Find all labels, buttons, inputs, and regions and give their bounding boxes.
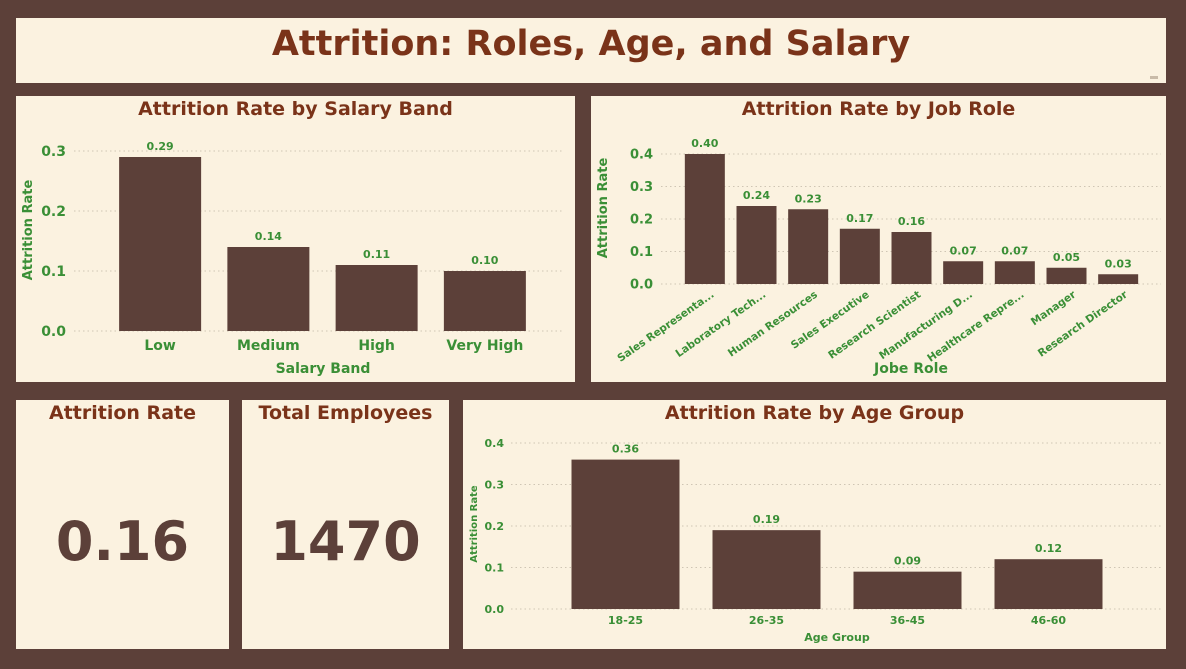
- x-tick-label: Manufacturing D...: [877, 289, 975, 362]
- x-tick-label: Laboratory Tech...: [673, 289, 768, 360]
- dashboard-title: Attrition: Roles, Age, and Salary: [271, 24, 911, 64]
- data-label: 0.03: [1105, 257, 1132, 270]
- y-tick-label: 0.3: [41, 144, 66, 160]
- salary-band-chart-panel: Attrition Rate by Salary Band 0.0 0.1 0.2 0…: [16, 96, 575, 382]
- x-tick-label: Manager: [1029, 288, 1079, 328]
- y-axis-title: Attrition Rate: [469, 485, 480, 563]
- x-tick-label: Research Director: [1036, 288, 1131, 359]
- job-role-chart: 0.0 0.1 0.2 0.3 0.4 0.40 Sales Representa... 0.…: [596, 137, 1161, 377]
- data-label: 0.24: [743, 189, 770, 202]
- kpi-label: Total Employees: [258, 402, 433, 424]
- y-tick-label: 0.2: [41, 204, 66, 220]
- data-label: 0.19: [753, 513, 780, 526]
- bar: [943, 261, 984, 284]
- data-label: 0.07: [950, 244, 977, 257]
- x-tick-label: Healthcare Repre...: [925, 289, 1026, 365]
- chart-title: Attrition Rate by Salary Band: [138, 98, 453, 120]
- bar: [571, 459, 680, 609]
- x-tick-label: Very High: [446, 338, 523, 354]
- data-label: 0.23: [795, 192, 822, 205]
- bar: [227, 247, 310, 331]
- y-tick-label: 0.2: [485, 520, 505, 533]
- x-tick-label: 36-45: [890, 614, 925, 627]
- y-tick-label: 0.4: [630, 148, 653, 163]
- x-tick-label: Human Resources: [726, 289, 820, 360]
- kpi-value: 1470: [270, 510, 421, 573]
- bar: [712, 530, 821, 609]
- bar: [335, 265, 418, 331]
- x-tick-label: 46-60: [1031, 614, 1067, 627]
- bar: [994, 261, 1035, 284]
- y-tick-label: 0.0: [41, 324, 66, 340]
- data-label: 0.09: [894, 555, 921, 568]
- y-tick-label: 0.1: [41, 264, 66, 280]
- bar: [119, 157, 202, 331]
- age-group-chart-panel: Attrition Rate by Age Group 0.0 0.1 0.2 0.3…: [463, 400, 1166, 649]
- data-label: 0.36: [612, 443, 639, 456]
- bar: [853, 571, 962, 609]
- y-tick-label: 0.0: [630, 278, 653, 293]
- y-tick-label: 0.0: [485, 603, 505, 616]
- data-label: 0.10: [471, 254, 498, 267]
- y-tick-label: 0.3: [630, 180, 653, 195]
- data-label: 0.12: [1035, 542, 1062, 555]
- bar: [1046, 267, 1087, 284]
- x-tick-label: Research Scientist: [826, 289, 923, 362]
- y-tick-label: 0.4: [485, 437, 505, 450]
- salary-band-chart: 0.0 0.1 0.2 0.3 0.29 Low 0.14 Medium 0.11 High 0.1…: [21, 140, 564, 377]
- title-panel: Attrition: Roles, Age, and Salary: [16, 18, 1166, 83]
- y-axis-title: Attrition Rate: [21, 180, 36, 281]
- data-label: 0.16: [898, 215, 925, 228]
- kpi-label: Attrition Rate: [49, 402, 196, 424]
- x-axis-title: Jobe Role: [873, 361, 948, 377]
- bar: [736, 206, 777, 284]
- y-axis-title: Attrition Rate: [596, 158, 611, 259]
- x-tick-label: High: [358, 338, 395, 354]
- x-tick-label: Low: [144, 338, 176, 354]
- bar: [443, 271, 526, 331]
- data-label: 0.40: [691, 137, 718, 150]
- data-label: 0.29: [147, 140, 174, 153]
- y-tick-label: 0.1: [630, 245, 653, 260]
- x-axis-title: Age Group: [804, 631, 870, 644]
- age-group-chart: 0.0 0.1 0.2 0.3 0.4 0.36 18-25 0.19 26-35 0.09 36-…: [469, 437, 1163, 644]
- x-tick-label: 18-25: [608, 614, 643, 627]
- x-axis-title: Salary Band: [276, 361, 371, 377]
- y-tick-label: 0.1: [485, 561, 505, 574]
- data-label: 0.11: [363, 248, 390, 261]
- data-label: 0.17: [846, 212, 873, 225]
- data-label: 0.05: [1053, 251, 1080, 264]
- bar: [684, 154, 725, 284]
- data-label: 0.07: [1001, 244, 1028, 257]
- kpi-value: 0.16: [55, 510, 190, 573]
- bar: [788, 209, 829, 284]
- chart-title: Attrition Rate by Age Group: [664, 402, 965, 424]
- resize-handle-icon[interactable]: [1150, 76, 1158, 79]
- x-tick-label: Sales Representa...: [615, 289, 716, 365]
- bar: [839, 228, 880, 284]
- bar: [994, 559, 1103, 609]
- bar: [1098, 274, 1139, 284]
- x-tick-label: 26-35: [749, 614, 784, 627]
- attrition-rate-card: Attrition Rate 0.16: [16, 400, 229, 649]
- x-tick-label: Medium: [237, 338, 300, 354]
- y-tick-label: 0.3: [485, 478, 505, 491]
- y-tick-label: 0.2: [630, 213, 653, 228]
- total-employees-card: Total Employees 1470: [242, 400, 449, 649]
- bar: [891, 232, 932, 284]
- data-label: 0.14: [255, 230, 282, 243]
- chart-title: Attrition Rate by Job Role: [741, 98, 1016, 120]
- job-role-chart-panel: Attrition Rate by Job Role 0.0 0.1 0.2 0.3 0…: [591, 96, 1166, 382]
